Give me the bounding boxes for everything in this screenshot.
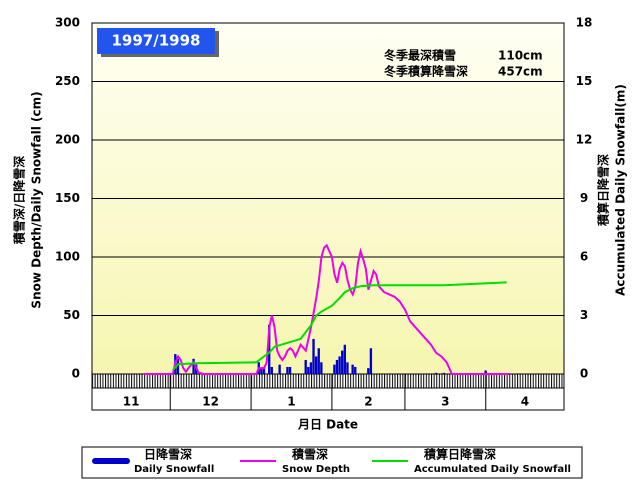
y-tick-label: 200 <box>55 133 80 147</box>
plot-frame <box>91 22 565 375</box>
snowfall-bar <box>270 366 273 374</box>
legend-label: 積雪深 <box>291 447 328 462</box>
y-label: Snow Depth/Daily Snowfall (cm) <box>30 91 44 308</box>
month-label: 11 <box>123 395 140 409</box>
y2-tick-label: 0 <box>580 367 588 381</box>
y2-tick-label: 18 <box>576 16 593 30</box>
legend <box>81 446 583 479</box>
title-box <box>97 28 215 54</box>
snowfall-bar <box>351 364 354 374</box>
y2-label: Accumulated Daily Snowfall(m) <box>614 84 628 296</box>
month-label: 3 <box>441 395 449 409</box>
snowfall-bar <box>312 338 315 374</box>
annotation-label: 冬季最深積雪 <box>384 48 456 63</box>
snowfall-bar <box>442 372 446 374</box>
snowfall-bar <box>333 364 336 374</box>
y-label: 積雪深/日降雪深 <box>12 156 27 245</box>
y2-label: 積算日降雪深 <box>596 154 611 227</box>
y2-tick-label: 15 <box>576 74 593 88</box>
snowfall-bar <box>304 359 307 374</box>
snowfall-bar <box>307 366 310 374</box>
snowfall-bar <box>354 366 357 374</box>
annotation-value: 457cm <box>498 65 543 79</box>
snowfall-bar <box>278 364 281 374</box>
snowfall-bar <box>346 362 349 374</box>
x-label: 月日 Date <box>297 418 358 432</box>
snowfall-bar <box>176 358 180 374</box>
snowfall-bar <box>260 368 263 374</box>
y-tick-label: 150 <box>55 191 80 205</box>
y2-tick-label: 3 <box>580 308 588 322</box>
legend-items: 日降雪深 Daily Snowfall 積雪深 Snow Depth 積算日降雪深 Acc… <box>92 447 571 475</box>
legend-label: 積算日降雪深 <box>423 447 496 462</box>
month-label: 1 <box>287 395 295 409</box>
snowfall-bar <box>286 366 289 374</box>
snowfall-bar <box>262 366 266 374</box>
snowfall-bar <box>320 362 323 374</box>
title: 1997/1998 <box>112 32 201 50</box>
month-label: 12 <box>202 395 219 409</box>
y-tick-label: 100 <box>55 250 80 264</box>
legend-label-en: Daily Snowfall <box>134 464 214 475</box>
y2-tick-label: 6 <box>580 250 588 264</box>
month-label: 4 <box>521 395 529 409</box>
snowfall-bar <box>309 362 313 374</box>
snowfall-bar <box>338 356 341 374</box>
snowfall-bar <box>343 344 346 374</box>
legend-label-en: Accumulated Daily Snowfall <box>414 464 571 475</box>
day-ticks <box>92 374 564 388</box>
snowfall-bar <box>434 372 438 374</box>
snowfall-bar <box>288 366 292 374</box>
legend-swatch <box>92 458 130 464</box>
snowfall-bar <box>341 350 344 374</box>
y-tick-label: 250 <box>55 74 80 88</box>
legend-label: 日降雪深 <box>144 447 192 462</box>
legend-label-en: Snow Depth <box>282 464 350 475</box>
snowfall-bar <box>268 324 271 374</box>
line <box>144 243 510 375</box>
snowfall-bar <box>367 368 370 374</box>
annotation-label: 冬季積算降雪深 <box>384 64 468 79</box>
y2-tick-label: 12 <box>576 133 593 147</box>
snowfall-bar <box>484 370 487 374</box>
annotation-value: 110cm <box>498 49 543 63</box>
y-tick-label: 300 <box>55 16 80 30</box>
snowfall-bar <box>192 358 195 374</box>
y-tick-label: 0 <box>72 367 80 381</box>
snowfall-bar <box>335 359 339 374</box>
month-label: 2 <box>364 395 372 409</box>
snowfall-bar <box>369 348 373 374</box>
snowfall-bar <box>314 356 318 374</box>
line <box>172 281 507 371</box>
snowfall-bar <box>317 348 320 374</box>
y2-tick-label: 9 <box>580 191 588 205</box>
y-tick-label: 50 <box>63 308 80 322</box>
